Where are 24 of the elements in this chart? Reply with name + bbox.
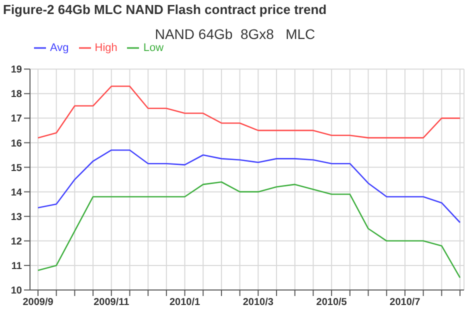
x-tick-label: 2009/11 — [94, 297, 130, 308]
legend-label: Avg — [50, 42, 69, 54]
chart-title: Figure-2 64Gb MLC NAND Flash contract price trend — [3, 2, 327, 17]
y-tick-label: 13 — [10, 212, 22, 223]
y-tick-label: 10 — [10, 286, 22, 297]
x-tick-label: 2010/5 — [316, 297, 348, 308]
y-tick-label: 17 — [10, 114, 22, 125]
y-tick-label: 15 — [10, 162, 22, 174]
x-tick-label: 2010/7 — [390, 297, 421, 308]
y-tick-label: 16 — [10, 138, 22, 150]
x-tick-label: 2010/1 — [169, 297, 201, 308]
x-tick-label: 2010/3 — [242, 297, 274, 308]
y-tick-label: 19 — [10, 64, 22, 76]
legend-label: High — [94, 42, 118, 54]
line-series — [37, 181, 461, 278]
x-tick-label: 2009/9 — [22, 297, 54, 308]
y-tick-label: 12 — [10, 236, 22, 248]
chart-subtitle: NAND 64Gb 8Gx8 MLC — [154, 26, 316, 42]
line-series — [37, 86, 461, 138]
line-series — [37, 149, 461, 224]
y-tick-label: 11 — [11, 261, 22, 272]
y-tick-label: 14 — [10, 187, 22, 198]
legend-label: Low — [143, 42, 164, 54]
y-tick-label: 18 — [10, 89, 22, 100]
